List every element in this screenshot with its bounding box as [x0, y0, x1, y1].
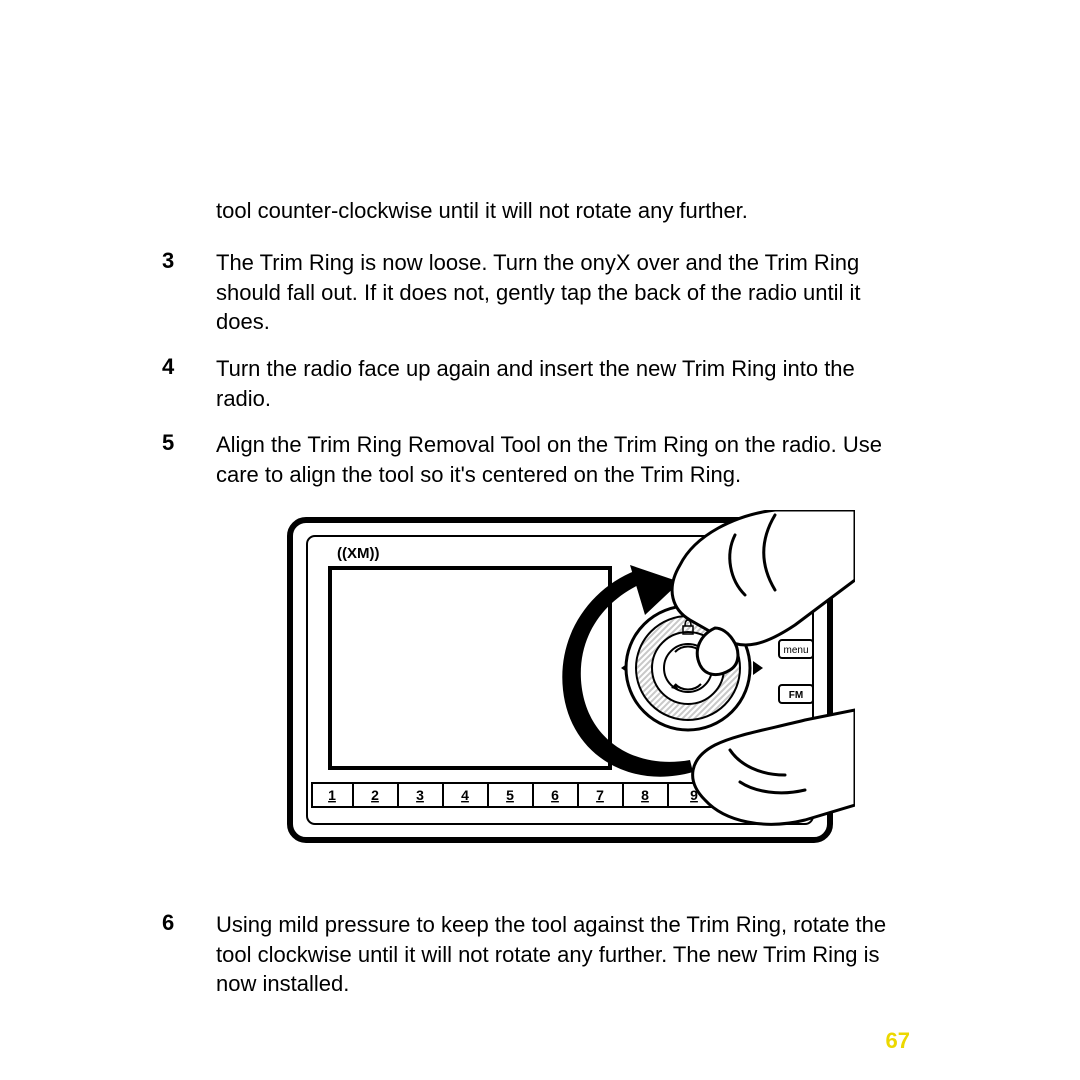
step-number-6: 6 — [162, 910, 174, 936]
step-number-3: 3 — [162, 248, 174, 274]
step-text-3: The Trim Ring is now loose. Turn the ony… — [190, 248, 900, 337]
preset-2: 2 — [371, 787, 379, 803]
preset-6: 6 — [551, 787, 559, 803]
step-6: 6 Using mild pressure to keep the tool a… — [190, 910, 900, 999]
menu-label: menu — [783, 645, 808, 656]
step-3: 3 The Trim Ring is now loose. Turn the o… — [190, 248, 900, 337]
preset-3: 3 — [416, 787, 424, 803]
step-number-5: 5 — [162, 430, 174, 456]
step-number-4: 4 — [162, 354, 174, 380]
trim-ring-figure: ((XM)) 1 2 3 4 — [285, 510, 855, 870]
step-5: 5 Align the Trim Ring Removal Tool on th… — [190, 430, 900, 489]
preset-4: 4 — [461, 787, 469, 803]
manual-page: tool counter-clockwise until it will not… — [0, 0, 1080, 1080]
step-4: 4 Turn the radio face up again and inser… — [190, 354, 900, 413]
trim-ring-svg: ((XM)) 1 2 3 4 — [285, 510, 855, 870]
preset-8: 8 — [641, 787, 649, 803]
step-text-6: Using mild pressure to keep the tool aga… — [190, 910, 900, 999]
preset-7: 7 — [596, 787, 604, 803]
continuation-line: tool counter-clockwise until it will not… — [216, 196, 906, 226]
preset-5: 5 — [506, 787, 514, 803]
preset-buttons: 1 2 3 4 5 6 7 8 9 — [312, 783, 720, 807]
page-number: 67 — [886, 1028, 910, 1054]
xm-logo: ((XM)) — [337, 545, 379, 562]
preset-1: 1 — [328, 787, 336, 803]
fm-label: FM — [789, 690, 803, 701]
step-text-4: Turn the radio face up again and insert … — [190, 354, 900, 413]
step-text-5: Align the Trim Ring Removal Tool on the … — [190, 430, 900, 489]
